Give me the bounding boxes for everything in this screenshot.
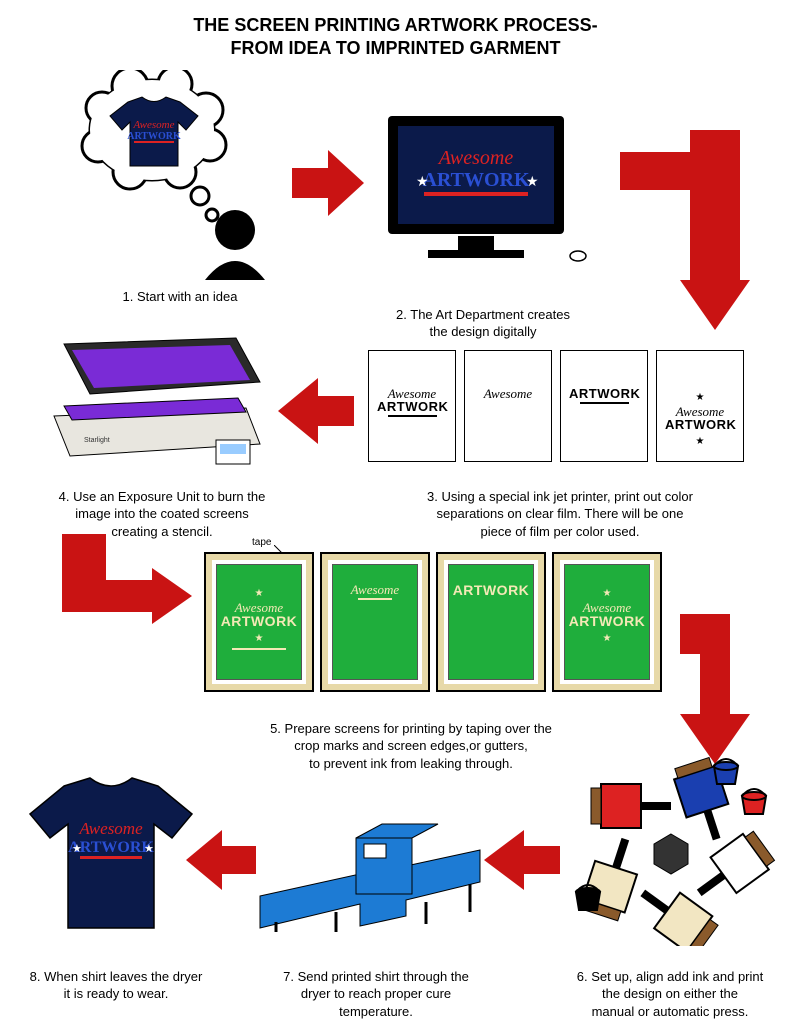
title-line1: THE SCREEN PRINTING ARTWORK PROCESS- bbox=[193, 15, 597, 35]
arrow-7-8 bbox=[186, 830, 256, 890]
step7-caption: 7. Send printed shirt through the dryer … bbox=[264, 950, 488, 1020]
film-sheet: ARTWORK bbox=[560, 350, 648, 462]
thought-tshirt-icon: Awesome ARTWORK bbox=[108, 96, 200, 170]
step5-text: 5. Prepare screens for printing by tapin… bbox=[270, 721, 552, 771]
svg-text:★: ★ bbox=[72, 843, 82, 855]
step3-text: 3. Using a special ink jet printer, prin… bbox=[427, 489, 693, 539]
arrow-5-6 bbox=[680, 614, 760, 764]
film-sheet: AwesomeARTWORK bbox=[368, 350, 456, 462]
step8-text: 8. When shirt leaves the dryer it is rea… bbox=[30, 969, 203, 1002]
tape-label: tape bbox=[252, 537, 271, 548]
step8-graphic: Awesome ARTWORK ★ ★ bbox=[26, 776, 196, 941]
svg-text:Awesome: Awesome bbox=[437, 147, 514, 169]
arrow-4-5 bbox=[42, 534, 192, 654]
step6-graphic bbox=[566, 756, 776, 951]
svg-text:Starlight: Starlight bbox=[84, 437, 110, 444]
film-sheet: ★ AwesomeARTWORK ★ bbox=[656, 350, 744, 462]
svg-text:★: ★ bbox=[416, 173, 429, 189]
svg-text:ARTWORK: ARTWORK bbox=[127, 131, 181, 142]
print-screen: ★ AwesomeARTWORK ★ bbox=[204, 552, 314, 692]
step6-text: 6. Set up, align add ink and print the d… bbox=[577, 969, 763, 1019]
step8-caption: 8. When shirt leaves the dryer it is rea… bbox=[16, 950, 216, 1003]
print-screen: ARTWORK bbox=[436, 552, 546, 692]
svg-text:Awesome: Awesome bbox=[133, 119, 175, 131]
svg-text:★: ★ bbox=[144, 843, 154, 855]
step7-graphic bbox=[256, 804, 486, 939]
step7-text: 7. Send printed shirt through the dryer … bbox=[283, 969, 469, 1019]
step2-graphic: Awesome ARTWORK ★ ★ bbox=[378, 108, 588, 283]
step1-text: 1. Start with an idea bbox=[123, 289, 238, 304]
step5-caption: 5. Prepare screens for printing by tapin… bbox=[226, 702, 596, 772]
step4-caption: 4. Use an Exposure Unit to burn the imag… bbox=[22, 470, 302, 540]
step4-graphic: Starlight bbox=[36, 336, 266, 491]
print-screen: Awesome bbox=[320, 552, 430, 692]
step2-text: 2. The Art Department creates the design… bbox=[396, 307, 570, 340]
step3-caption: 3. Using a special ink jet printer, prin… bbox=[370, 470, 750, 540]
film-sheet: Awesome bbox=[464, 350, 552, 462]
step1-graphic: Awesome ARTWORK bbox=[70, 70, 280, 280]
step2-caption: 2. The Art Department creates the design… bbox=[362, 288, 604, 341]
step1-caption: 1. Start with an idea bbox=[70, 288, 290, 306]
arrow-6-7 bbox=[484, 830, 560, 890]
arrow-2-3 bbox=[620, 130, 750, 340]
page-title: THE SCREEN PRINTING ARTWORK PROCESS- FRO… bbox=[0, 14, 791, 59]
svg-text:★: ★ bbox=[526, 173, 539, 189]
print-screen: ★ AwesomeARTWORK ★ bbox=[552, 552, 662, 692]
arrow-1-2 bbox=[292, 150, 364, 216]
arrow-3-4 bbox=[278, 378, 354, 444]
step6-caption: 6. Set up, align add ink and print the d… bbox=[560, 950, 780, 1020]
step3-films: AwesomeARTWORKAwesomeARTWORK★ AwesomeART… bbox=[368, 350, 744, 462]
step5-screens: ★ AwesomeARTWORK ★AwesomeARTWORK★ Awesom… bbox=[204, 552, 662, 692]
step4-text: 4. Use an Exposure Unit to burn the imag… bbox=[59, 489, 266, 539]
title-line2: FROM IDEA TO IMPRINTED GARMENT bbox=[231, 38, 561, 58]
svg-text:ARTWORK: ARTWORK bbox=[422, 169, 530, 191]
svg-text:Awesome: Awesome bbox=[78, 819, 143, 838]
